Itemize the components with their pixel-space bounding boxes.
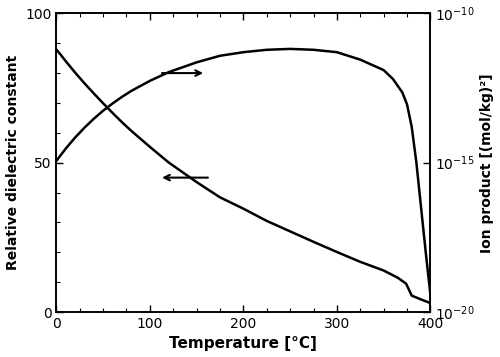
X-axis label: Temperature [°C]: Temperature [°C] xyxy=(170,336,318,351)
Y-axis label: Ion product [(mol/kg)²]: Ion product [(mol/kg)²] xyxy=(480,73,494,252)
Y-axis label: Relative dielectric constant: Relative dielectric constant xyxy=(6,55,20,270)
